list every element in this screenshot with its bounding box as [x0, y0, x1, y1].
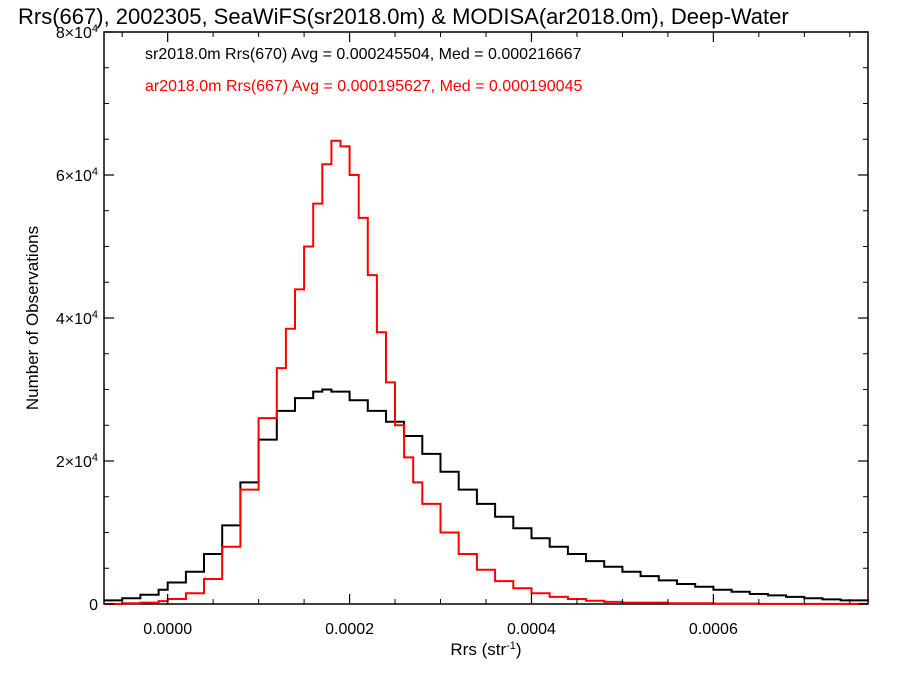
x-tick-label: 0.0004 — [507, 621, 556, 638]
x-axis-label-close: ) — [516, 640, 522, 659]
y-tick-label: 0 — [89, 597, 98, 614]
series-layer — [104, 139, 869, 605]
x-axis-label: Rrs (str-1) — [450, 640, 521, 659]
y-tick-label: 4×104 — [56, 309, 98, 328]
chart-title: Rrs(667), 2002305, SeaWiFS(sr2018.0m) & … — [18, 4, 789, 29]
plot-border — [103, 31, 869, 605]
y-axis-label: Number of Observations — [23, 226, 42, 410]
plot-frame — [103, 31, 869, 605]
x-axis-label-exponent: -1 — [506, 640, 516, 652]
y-axis-ticks: 0 2×104 4×104 6×104 8×104 — [56, 23, 868, 614]
series-1-line — [104, 388, 869, 602]
x-tick-label: 0.0002 — [325, 621, 374, 638]
series-2-line — [104, 139, 869, 605]
annotation-series-2: ar2018.0m Rrs(667) Avg = 0.000195627, Me… — [145, 78, 582, 95]
x-axis-label-base: Rrs (str — [450, 640, 506, 659]
annotation-series-1: sr2018.0m Rrs(670) Avg = 0.000245504, Me… — [145, 46, 582, 63]
x-axis-ticks: 0.0000 0.0002 0.0004 0.0006 — [121, 32, 851, 638]
y-tick-label: 8×104 — [56, 23, 98, 42]
y-tick-label: 2×104 — [56, 452, 98, 471]
x-tick-label: 0.0006 — [689, 621, 738, 638]
y-tick-label: 6×104 — [56, 166, 98, 185]
x-tick-label: 0.0000 — [143, 621, 192, 638]
